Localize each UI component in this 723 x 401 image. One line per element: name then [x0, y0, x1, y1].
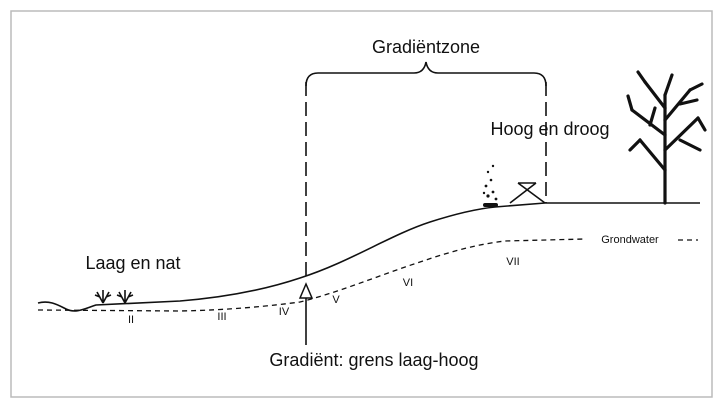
tent [509, 182, 546, 204]
high-label: Hoog en droog [490, 119, 609, 139]
zone-label: Gradiëntzone [372, 37, 480, 57]
groundwater-label: Grondwater [601, 234, 659, 246]
frame [10, 10, 713, 398]
zone-number: IV [279, 306, 290, 318]
zone-number: III [217, 311, 226, 323]
zone-number: V [332, 294, 340, 306]
zone-number: II [128, 314, 134, 326]
gradient-label: Gradiënt: grens laag-hoog [269, 350, 478, 370]
zone-number: VII [506, 256, 519, 268]
arrow-head [298, 282, 314, 299]
zone-number: VI [403, 277, 413, 289]
campfire [482, 164, 498, 207]
bracket [305, 61, 547, 87]
grass [94, 290, 134, 304]
tree [626, 70, 707, 205]
low-label: Laag en nat [85, 253, 180, 273]
ground-surface [37, 202, 700, 312]
groundwater-line [37, 238, 586, 312]
